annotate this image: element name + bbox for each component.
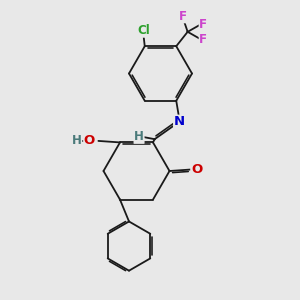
Text: Cl: Cl (137, 24, 150, 37)
Text: H: H (72, 134, 82, 147)
Text: F: F (199, 18, 207, 31)
Text: F: F (179, 10, 187, 23)
Text: O: O (84, 134, 95, 147)
Text: O: O (191, 163, 202, 176)
Text: N: N (174, 115, 185, 128)
Text: F: F (199, 33, 207, 46)
Text: H: H (134, 130, 144, 143)
